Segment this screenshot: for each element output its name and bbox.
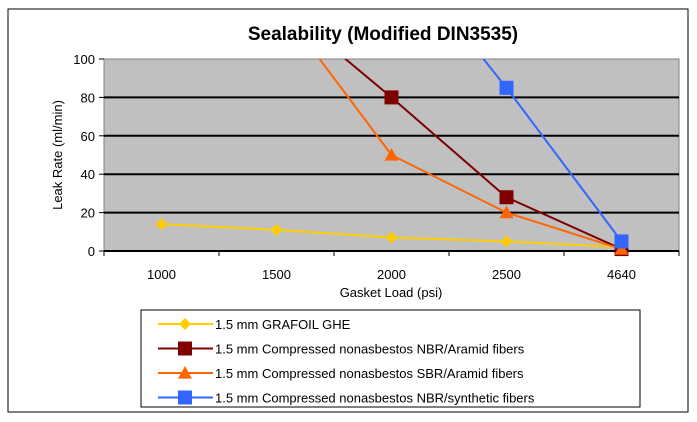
data-point-triangle bbox=[499, 205, 514, 219]
data-point-square bbox=[614, 234, 629, 249]
data-point-diamond bbox=[179, 318, 191, 330]
data-point-square bbox=[499, 190, 514, 205]
data-point-triangle bbox=[384, 148, 399, 161]
x-tick-label: 1500 bbox=[262, 267, 291, 282]
chart-title: Sealability (Modified DIN3535) bbox=[248, 24, 518, 45]
y-tick-label: 80 bbox=[81, 90, 95, 105]
series-markers bbox=[155, 80, 629, 257]
x-tick-label: 2500 bbox=[492, 267, 521, 282]
y-tick-label: 60 bbox=[81, 129, 95, 144]
data-point-diamond bbox=[155, 218, 168, 231]
legend-label: 1.5 mm Compressed nonasbestos NBR/Aramid… bbox=[215, 342, 525, 357]
x-tick-label: 2000 bbox=[377, 267, 406, 282]
legend bbox=[140, 309, 641, 408]
legend-items: 1.5 mm GRAFOIL GHE 1.5 mm Compressed nona… bbox=[158, 317, 535, 406]
y-tick-label: 20 bbox=[81, 206, 95, 221]
data-point-diamond bbox=[270, 223, 283, 236]
gridlines bbox=[104, 96, 679, 252]
series-line-4 bbox=[482, 59, 623, 242]
y-axis-ticks: 0 20 40 60 80 100 bbox=[73, 52, 104, 259]
legend-label: 1.5 mm Compressed nonasbestos SBR/Aramid… bbox=[215, 366, 524, 381]
data-point-square bbox=[384, 90, 399, 105]
data-point-triangle bbox=[178, 366, 192, 379]
data-point-square bbox=[178, 390, 192, 405]
data-point-square bbox=[499, 80, 514, 95]
x-tick-label: 4640 bbox=[607, 267, 636, 282]
x-tick-label: 1000 bbox=[147, 267, 176, 282]
data-point-diamond bbox=[500, 235, 513, 248]
y-tick-label: 40 bbox=[81, 167, 95, 182]
data-point-diamond bbox=[385, 231, 398, 244]
y-tick-label: 0 bbox=[88, 244, 95, 259]
y-axis-label: Leak Rate (ml/min) bbox=[50, 100, 65, 210]
legend-label: 1.5 mm Compressed nonasbestos NBR/synthe… bbox=[215, 391, 535, 406]
x-axis-ticks: 1000 1500 2000 2500 4640 bbox=[103, 251, 680, 282]
legend-label: 1.5 mm GRAFOIL GHE bbox=[215, 317, 351, 332]
data-point-square bbox=[178, 341, 192, 356]
y-tick-label: 100 bbox=[73, 52, 95, 67]
x-axis-label: Gasket Load (psi) bbox=[340, 285, 443, 300]
